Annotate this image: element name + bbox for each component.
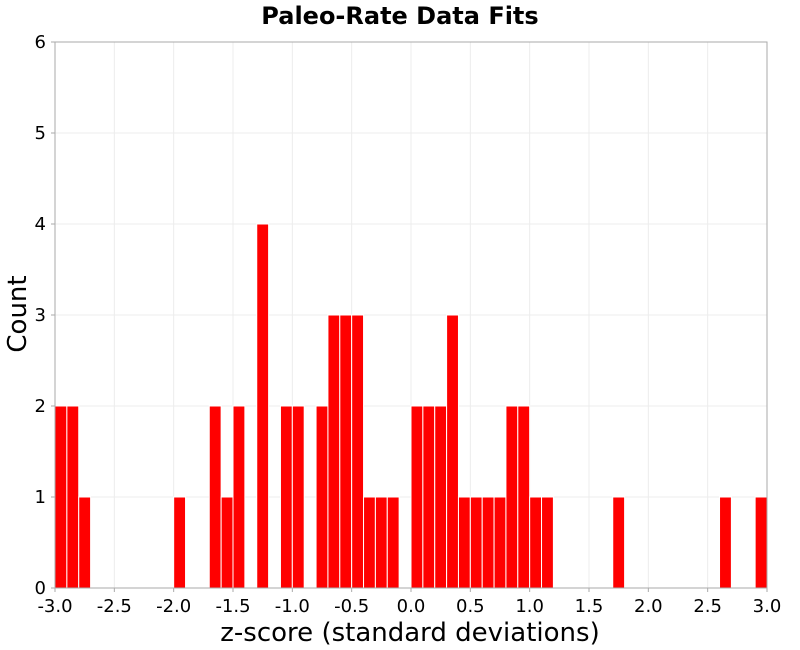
x-tick-label: -2.0: [156, 596, 191, 617]
histogram-bar: [327, 314, 341, 589]
x-tick-label: 3.0: [753, 596, 782, 617]
x-tick-label: 2.0: [634, 596, 663, 617]
y-axis-label: Count: [3, 275, 33, 352]
x-axis-ticks: -3.0 -2.5 -2.0 -1.5 -1.0 -0.5 0.0 0.5 1.0 1.5 2.0 2…: [37, 588, 781, 617]
histogram-bar: [541, 496, 554, 589]
histogram-bar: [529, 496, 543, 589]
histogram-bar: [66, 405, 80, 589]
x-tick-label: -3.0: [37, 596, 72, 617]
histogram-bar: [505, 405, 519, 589]
histogram-bar: [315, 405, 329, 589]
x-tick-label: -0.5: [334, 596, 369, 617]
x-tick-label: 0.0: [397, 596, 426, 617]
histogram-bar: [339, 314, 353, 589]
histogram-bar: [54, 405, 68, 589]
y-tick-label: 4: [35, 214, 46, 235]
histogram-bar: [279, 405, 293, 589]
x-axis-label: z-score (standard deviations): [220, 618, 599, 648]
x-tick-label: 0.5: [456, 596, 485, 617]
histogram-bar: [220, 496, 234, 589]
histogram-bar: [517, 405, 531, 589]
histogram-bar: [386, 496, 400, 589]
histogram-bar: [363, 496, 376, 589]
histogram-bar: [422, 405, 436, 589]
histogram-bar: [719, 496, 732, 589]
histogram-bar: [446, 314, 459, 589]
chart-title: Paleo-Rate Data Fits: [261, 2, 538, 30]
histogram-bar: [291, 405, 305, 589]
y-tick-label: 3: [35, 305, 46, 326]
histogram-bar: [612, 496, 626, 589]
histogram-bar: [434, 405, 448, 589]
histogram-bar: [208, 405, 222, 589]
y-tick-label: 1: [35, 487, 46, 508]
histogram-bar: [481, 496, 495, 589]
histogram-bar: [469, 496, 483, 589]
histogram-bar: [256, 223, 270, 589]
x-tick-label: 2.5: [693, 596, 722, 617]
histogram-bar: [754, 496, 768, 589]
y-tick-label: 6: [35, 32, 46, 53]
x-tick-label: 1.5: [575, 596, 604, 617]
histogram-bar: [78, 496, 92, 589]
x-tick-label: -2.5: [97, 596, 132, 617]
histogram-bar: [173, 496, 187, 589]
y-axis-ticks: 0 1 2 3 4 5 6: [35, 32, 55, 599]
histogram-bar: [410, 405, 424, 589]
x-tick-label: -1.0: [275, 596, 310, 617]
y-tick-label: 5: [35, 123, 46, 144]
x-tick-label: -1.5: [215, 596, 250, 617]
histogram-bars: [54, 223, 768, 589]
histogram-bar: [351, 314, 365, 589]
histogram-bar: [374, 496, 388, 589]
y-tick-label: 2: [35, 396, 46, 417]
y-tick-label: 0: [35, 578, 46, 599]
histogram-bar: [232, 405, 246, 589]
x-tick-label: 1.0: [515, 596, 544, 617]
histogram-bar: [457, 496, 471, 589]
histogram-bar: [493, 496, 507, 589]
